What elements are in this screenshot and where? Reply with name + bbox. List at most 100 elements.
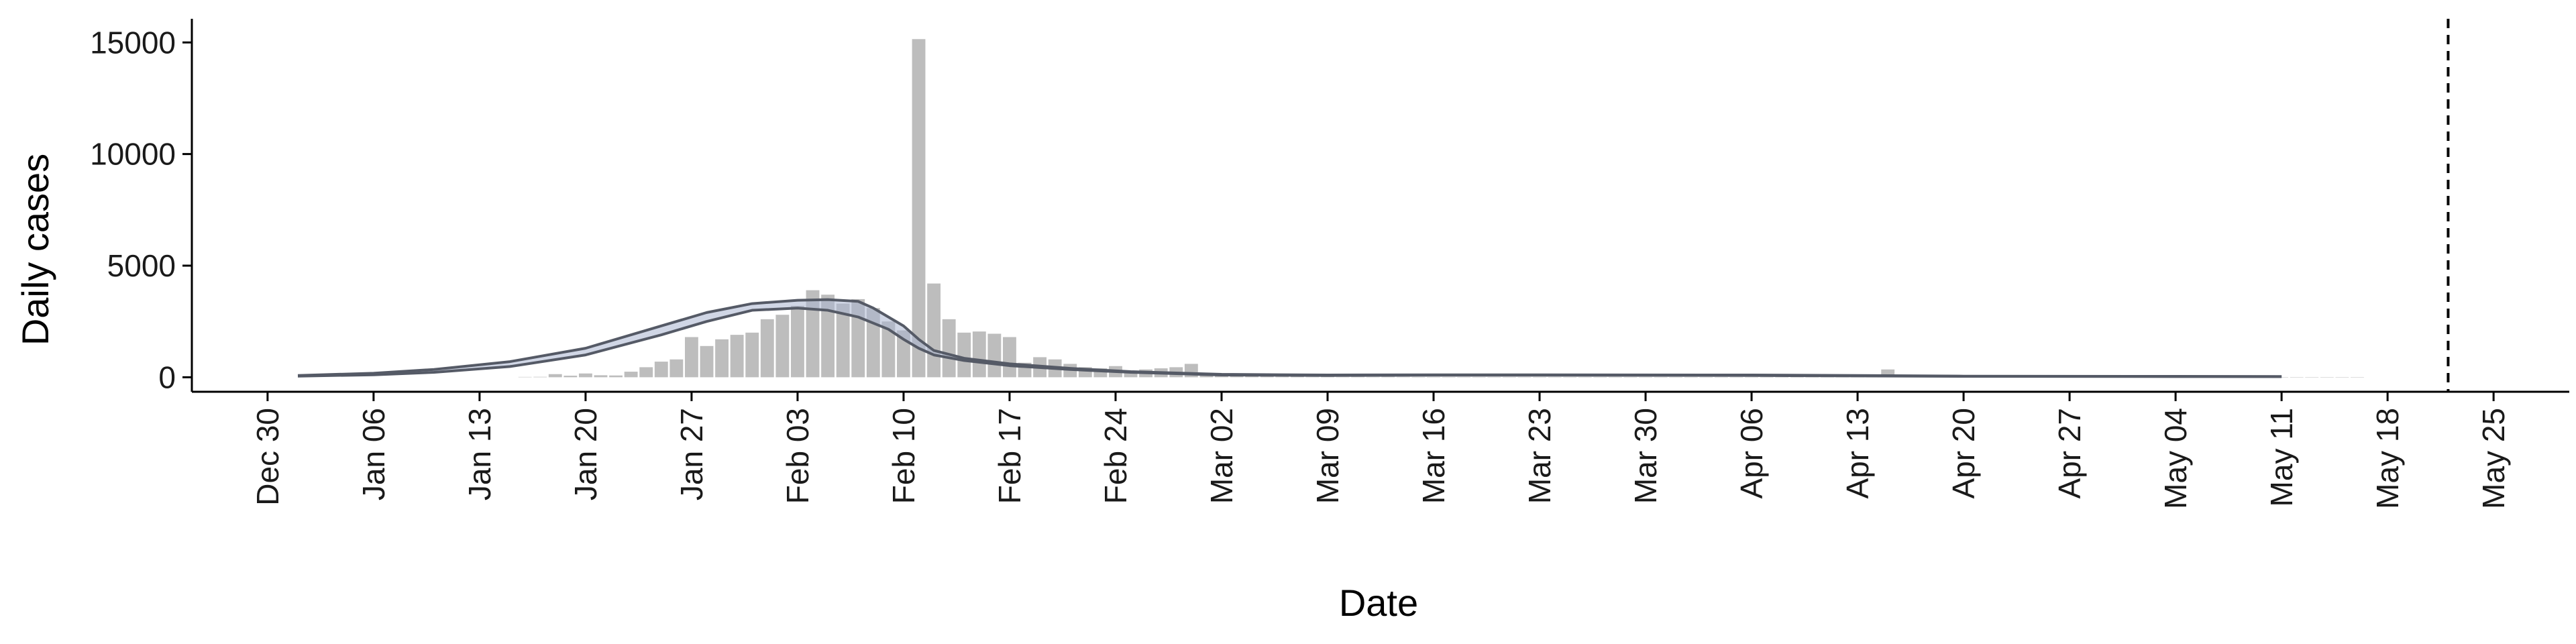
x-tick-label: May 25 [2476,408,2511,509]
y-tick-label: 5000 [107,248,176,283]
bar [1578,377,1592,378]
bar [1290,376,1304,378]
x-tick-label: Feb 24 [1098,408,1133,504]
bar [1336,376,1350,378]
bar [2335,377,2349,378]
bar [1427,377,1440,378]
bar [1502,377,1516,378]
band-layer [298,299,2282,377]
bar [533,376,547,378]
bar [609,375,623,378]
bar [1124,370,1138,378]
axes-layer: 0 5000 10000 15000 Dec 30 Jan 06 Jan 13 Jan 20 J… [90,19,2569,509]
bar [1472,377,1486,378]
x-tick-label: Mar 09 [1310,408,1345,504]
bar [1245,376,1259,378]
bar [578,373,592,378]
x-tick-label: May 18 [2370,408,2405,509]
bar [2290,377,2304,378]
bar [836,303,850,378]
x-tick-label: Apr 06 [1734,408,1769,499]
x-axis-title: Date [1339,582,1418,624]
bar [715,339,729,378]
bar [1729,377,1743,378]
x-tick-label: Jan 13 [462,408,497,500]
bar [972,331,986,378]
series-line-lower [297,307,2282,378]
bar [1457,377,1471,378]
x-tick-label: Apr 20 [1946,408,1981,499]
bar [1623,377,1638,378]
bar [684,337,698,378]
bar [624,372,638,378]
x-tick-label: Mar 02 [1204,408,1239,504]
x-tick-label: Mar 16 [1416,408,1451,504]
uncertainty-band [298,299,2282,377]
bar [927,283,941,378]
x-tick-label: Jan 27 [674,408,709,500]
bar [1411,377,1426,378]
bar [639,367,653,378]
bar [987,333,1002,378]
bar [1381,376,1395,378]
bar [806,290,820,378]
x-tick-label: Mar 23 [1522,408,1557,504]
x-tick-label: Dec 30 [250,408,285,506]
bar [1442,377,1456,378]
bar [775,315,790,378]
y-axis-title: Daily cases [14,154,56,345]
bar [564,376,578,378]
x-tick-label: Mar 30 [1628,408,1663,504]
line-layer [297,298,2282,378]
bar [1563,377,1577,378]
bar [1396,376,1410,378]
y-tick-label: 15000 [90,25,176,60]
bar [1305,376,1320,378]
bar [730,335,744,378]
x-tick-label: Jan 06 [356,408,391,500]
bar [912,39,926,378]
bar [1805,377,1819,378]
x-tick-label: Apr 27 [2052,408,2087,499]
bar [548,374,562,378]
bar [594,375,608,378]
bar [654,362,668,378]
bar [760,319,774,378]
bar [1684,377,1698,378]
bar [1517,377,1532,378]
bar [1639,377,1652,378]
bar [1593,377,1607,378]
bar [1487,377,1501,378]
bar [791,305,804,378]
y-tick-label: 10000 [90,137,176,172]
bar [957,332,971,378]
y-tick-label: 0 [158,360,176,394]
x-tick-label: Apr 13 [1840,408,1875,499]
x-tick-label: May 11 [2264,408,2299,506]
x-tick-label: Feb 03 [780,408,815,504]
bar [1699,377,1713,378]
bar [1820,377,1834,378]
bar [2275,377,2289,378]
bar [1548,377,1562,378]
bar [1714,377,1728,378]
bar [2305,377,2319,378]
bar [745,332,759,378]
bar [1760,377,1774,378]
bar [2351,377,2364,378]
bar [1669,377,1683,378]
bar [1321,376,1334,378]
bar [1275,376,1289,378]
bar [1790,377,1804,378]
bar-layer [518,39,2364,378]
x-tick-label: Jan 20 [568,408,603,500]
bar [1003,337,1016,378]
bar [1366,376,1380,378]
bar [942,319,956,378]
bar [669,359,684,378]
bar [2320,377,2334,378]
bar [881,321,896,378]
bar [700,345,714,378]
